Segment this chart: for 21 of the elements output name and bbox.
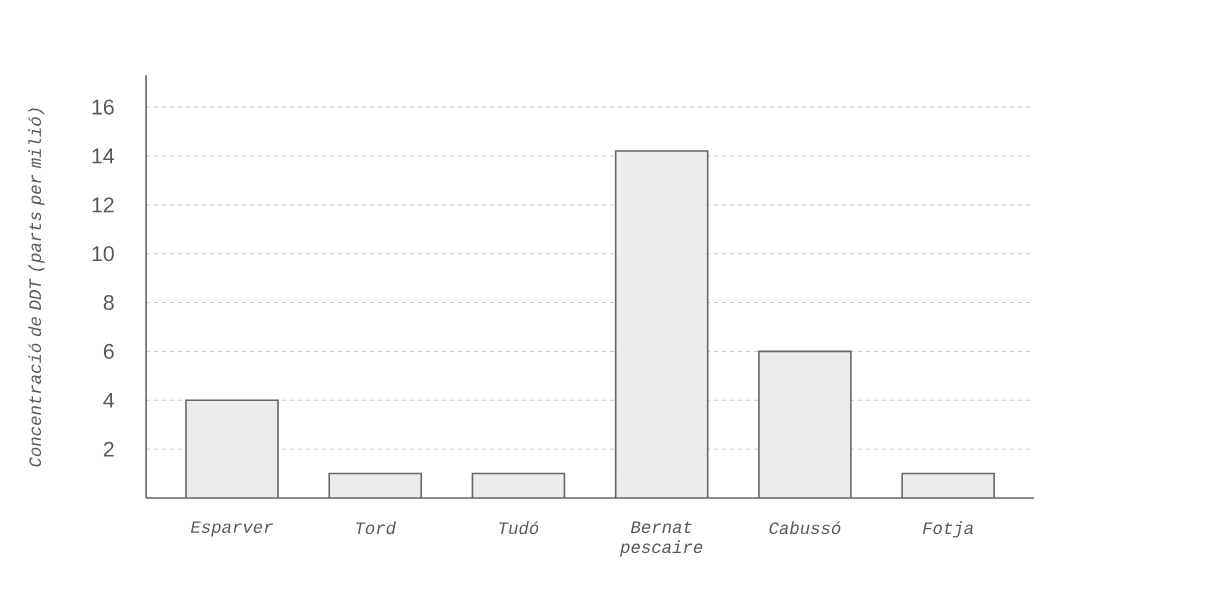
bar: [901, 472, 995, 498]
x-tick-label: Esparver: [190, 521, 273, 537]
bar: [615, 151, 708, 498]
y-tick-label: 12: [92, 197, 114, 213]
x-tick-label: Cabussó: [769, 521, 841, 535]
y-tick-label: 2: [103, 441, 114, 457]
y-tick-label: 4: [103, 392, 115, 408]
y-axis-title: Concentració de DDT (parts per milió): [28, 108, 45, 467]
x-tick-label: Fotja: [922, 521, 973, 538]
bar: [472, 473, 565, 498]
y-tick-label: 14: [92, 148, 115, 164]
x-tick-label: Tudó: [499, 521, 539, 535]
y-tick-label: 16: [92, 99, 114, 115]
bar: [329, 473, 422, 498]
x-tick-label: Tord: [356, 521, 396, 535]
y-tick-label: 10: [92, 246, 114, 262]
y-tick-label: 8: [103, 295, 114, 311]
x-tick-label: Bernat pescaire: [620, 521, 703, 557]
bar: [186, 400, 279, 498]
bar: [758, 351, 851, 498]
y-tick-label: 6: [103, 343, 114, 359]
